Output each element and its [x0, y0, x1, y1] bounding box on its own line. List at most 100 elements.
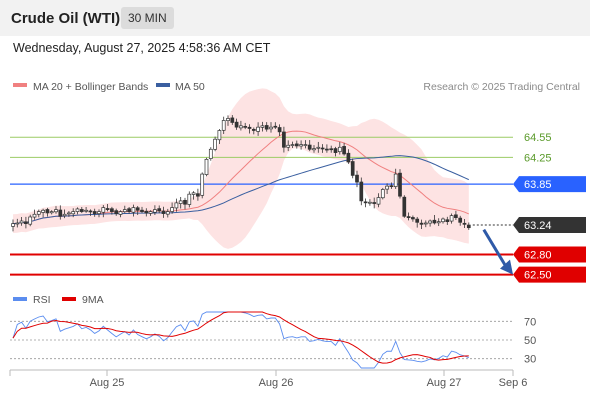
candle-body — [294, 143, 299, 147]
candle-body — [148, 211, 153, 214]
support-2-label: 62.50 — [524, 270, 552, 282]
candle-body — [191, 192, 196, 195]
candle-body — [97, 211, 101, 214]
rsi-legend-label: RSI — [33, 294, 51, 306]
candle-body — [75, 208, 80, 212]
support-2-label-box — [513, 266, 586, 283]
candle-body — [131, 207, 136, 213]
x-tick-label: Sep 6 — [499, 377, 528, 389]
ma20-legend-label: MA 20 + Bollinger Bands — [33, 81, 148, 93]
copyright-text: Research © 2025 Trading Central — [423, 81, 580, 93]
candle-body — [368, 201, 372, 204]
candle-body — [312, 148, 316, 151]
current-price-label: 63.24 — [524, 220, 552, 232]
candle-body — [226, 118, 230, 122]
ma20-legend-swatch — [13, 83, 27, 87]
candle-body — [449, 215, 454, 222]
candle-body — [208, 148, 213, 159]
candle-body — [389, 185, 394, 188]
candle-body — [247, 126, 252, 129]
candle-body — [346, 152, 351, 163]
candle-body — [127, 208, 131, 212]
x-axis: Aug 25 Aug 26 Aug 27 Sep 6 — [90, 370, 528, 389]
candle-body — [269, 126, 273, 130]
candle-body — [105, 208, 110, 210]
candle-body — [363, 201, 368, 204]
candle-body — [183, 199, 187, 205]
candle-body — [372, 202, 377, 204]
candle-body — [423, 222, 428, 225]
candle-body — [260, 125, 265, 128]
candle-body — [58, 209, 63, 217]
candle-body — [307, 144, 312, 150]
candle-body — [165, 211, 170, 215]
candle-body — [273, 125, 278, 128]
candle-body — [36, 211, 41, 215]
candle-body — [135, 207, 140, 211]
candle-body — [406, 216, 411, 218]
candle-body — [157, 208, 162, 212]
x-tick-label: Aug 26 — [259, 377, 294, 389]
candle-body — [161, 210, 166, 214]
candle-body — [342, 146, 346, 155]
rsi-tick-50: 50 — [524, 335, 536, 347]
price-labels: 64.55 64.25 63.85 63.24 62.80 62.50 — [513, 132, 586, 283]
pivot-label-box — [513, 176, 586, 193]
forecast-arrow-head — [500, 259, 513, 275]
candle-body — [144, 210, 149, 214]
candle-body — [419, 222, 424, 225]
candle-body — [393, 173, 398, 187]
candle-body — [320, 147, 325, 150]
candle-body — [380, 189, 385, 199]
interval-badge[interactable]: 30 MIN — [121, 7, 174, 29]
candle-body — [79, 209, 84, 212]
candle-body — [200, 173, 205, 196]
ma50-legend-label: MA 50 — [175, 81, 205, 93]
candle-body — [45, 209, 50, 214]
candle-body — [350, 161, 355, 176]
candle-body — [316, 146, 321, 149]
candle-body — [376, 197, 381, 205]
candle-body — [333, 148, 338, 153]
candle-body — [415, 218, 420, 223]
rsi-ma-legend-label: 9MA — [82, 294, 104, 306]
candle-body — [398, 172, 402, 197]
candle-body — [178, 200, 183, 204]
ma50-legend-swatch — [156, 83, 170, 87]
ma50-line — [12, 155, 470, 225]
candle-body — [256, 126, 260, 132]
price-plot — [10, 88, 513, 276]
candle-body — [84, 209, 88, 212]
candle-body — [110, 208, 114, 212]
rsi-tick-70: 70 — [524, 316, 536, 328]
candle-body — [277, 127, 282, 133]
candle-body — [441, 218, 445, 223]
candle-body — [329, 148, 334, 151]
candle-body — [234, 121, 239, 128]
candle-body — [462, 222, 467, 225]
candle-body — [15, 222, 20, 225]
rsi-legend-swatch — [13, 297, 27, 301]
candle-body — [458, 217, 463, 223]
candle-body — [140, 209, 144, 212]
rsi-ma-line — [12, 311, 469, 364]
candle-body — [264, 125, 269, 130]
candle-body — [62, 213, 67, 217]
rsi-line — [12, 311, 469, 369]
candle-body — [436, 221, 441, 224]
candle-body — [286, 144, 291, 148]
x-tick-label: Aug 27 — [427, 377, 462, 389]
candle-body — [337, 146, 342, 153]
candle-body — [221, 120, 226, 131]
candle-body — [11, 223, 15, 227]
candle-body — [67, 212, 71, 215]
candle-body — [243, 126, 248, 128]
candle-body — [402, 196, 407, 217]
candle-body — [71, 211, 76, 215]
candle-body — [92, 211, 97, 214]
resistance-1-label: 64.25 — [524, 152, 552, 164]
candle-body — [325, 148, 329, 151]
bollinger-band — [13, 88, 469, 249]
